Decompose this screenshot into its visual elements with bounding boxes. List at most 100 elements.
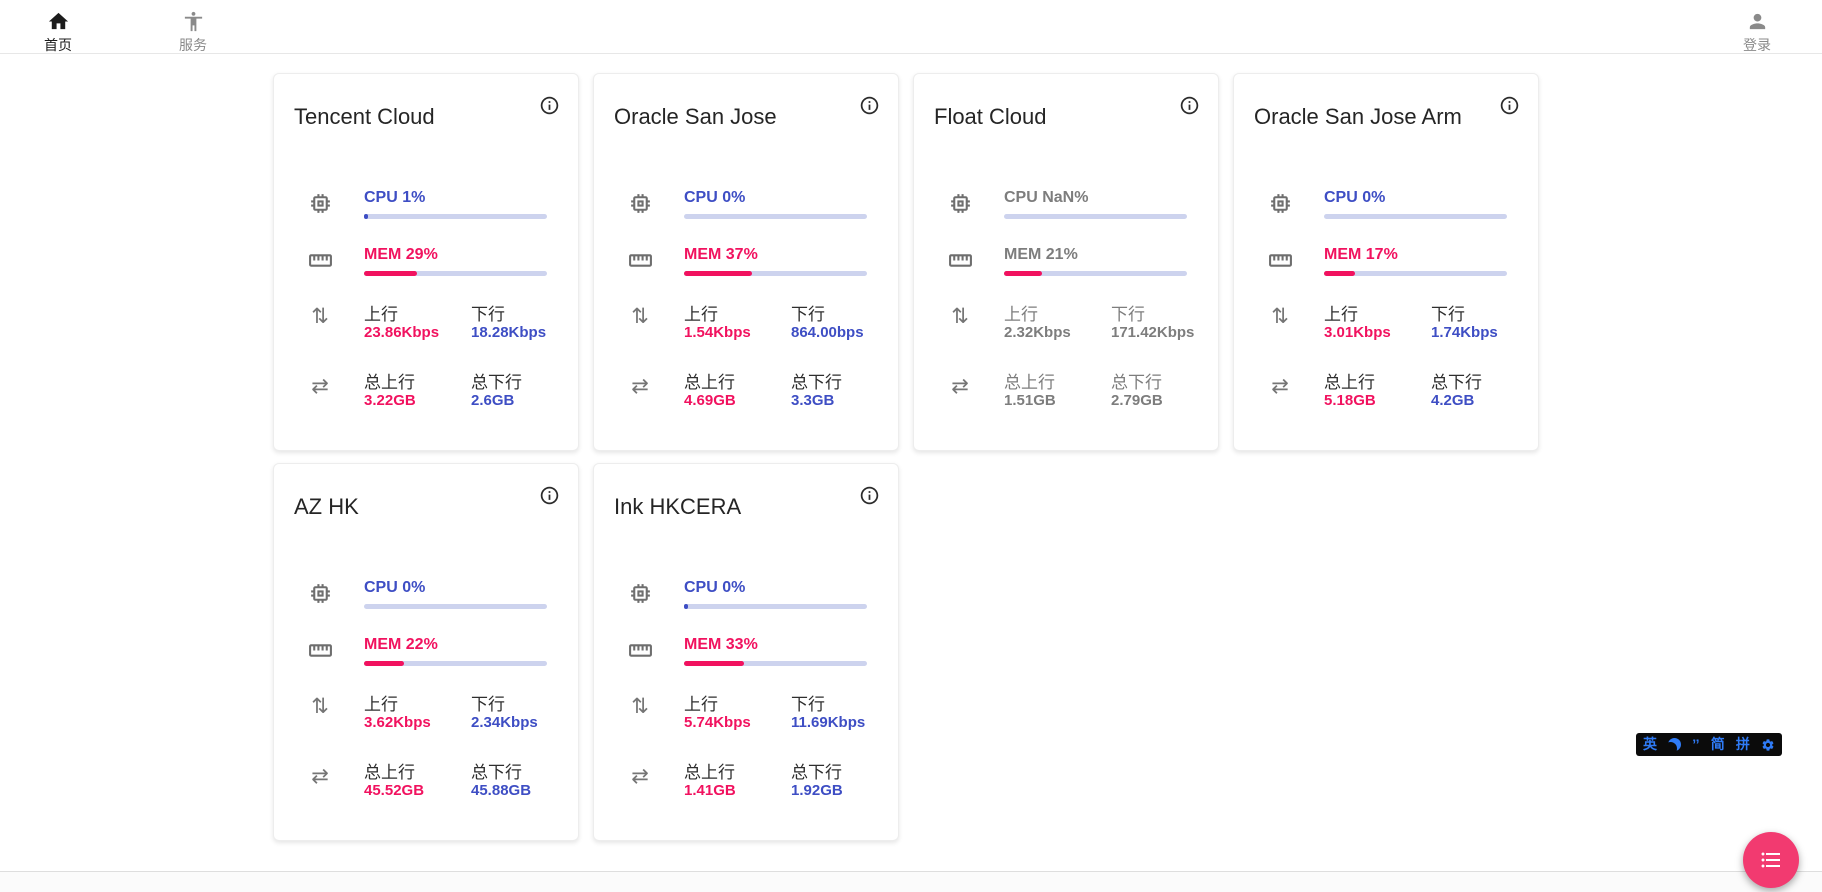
download-speed-value: 1.74Kbps	[1431, 324, 1498, 341]
server-card: Oracle San Jose Arm CPU 0% MEM 17% ⇅ 上行 …	[1233, 73, 1539, 451]
upload-speed-value: 3.01Kbps	[1324, 324, 1391, 341]
left-right-arrows-icon: ⇄	[311, 764, 329, 788]
mem-usage-label: MEM 21%	[1004, 246, 1078, 263]
mem-bar-fill	[364, 661, 405, 666]
home-icon	[48, 12, 68, 30]
total-download-value: 1.92GB	[791, 782, 843, 799]
total-download-value: 4.2GB	[1431, 392, 1475, 409]
ime-punctuation-toggle[interactable]: ’’	[1692, 736, 1700, 752]
upload-label: 上行	[1324, 305, 1358, 324]
footer-divider	[0, 871, 1822, 892]
left-right-arrows-icon: ⇄	[951, 374, 969, 398]
info-circle-icon	[540, 486, 559, 505]
up-down-arrows-icon: ⇅	[1271, 304, 1289, 328]
info-button[interactable]	[1179, 95, 1200, 116]
info-circle-icon	[540, 96, 559, 115]
ruler-icon	[947, 248, 973, 278]
cpu-bar-fill	[364, 214, 368, 219]
mem-usage-label: MEM 17%	[1324, 246, 1398, 263]
chip-icon	[627, 191, 653, 221]
upload-label: 上行	[364, 305, 398, 324]
info-button[interactable]	[1499, 95, 1520, 116]
crescent-moon-icon[interactable]	[1668, 738, 1681, 751]
info-button[interactable]	[859, 485, 880, 506]
total-download-label: 总下行	[471, 763, 522, 782]
total-upload-value: 1.41GB	[684, 782, 736, 799]
mem-bar-fill	[1324, 271, 1356, 276]
total-download-label: 总下行	[471, 373, 522, 392]
cpu-progress-bar	[364, 604, 547, 609]
gear-icon[interactable]	[1761, 738, 1775, 752]
mem-progress-bar	[364, 271, 547, 276]
up-down-arrows-icon: ⇅	[311, 694, 329, 718]
total-download-value: 2.6GB	[471, 392, 515, 409]
ime-input-method[interactable]: 拼	[1735, 736, 1750, 752]
download-speed-value: 18.28Kbps	[471, 324, 547, 341]
server-name: Tencent Cloud	[294, 104, 435, 129]
info-button[interactable]	[539, 95, 560, 116]
chip-icon	[307, 191, 333, 221]
nav-item-services[interactable]: 服务	[148, 10, 238, 55]
total-upload-value: 3.22GB	[364, 392, 416, 409]
total-upload-label: 总上行	[1004, 373, 1055, 392]
nav-home-label: 首页	[44, 37, 72, 53]
ime-language-toggle[interactable]: 英	[1643, 736, 1657, 752]
server-card: Tencent Cloud CPU 1% MEM 29% ⇅ 上行 下行 23.…	[273, 73, 579, 451]
left-right-arrows-icon: ⇄	[631, 374, 649, 398]
nav-item-home[interactable]: 首页	[13, 10, 103, 55]
total-upload-label: 总上行	[684, 763, 735, 782]
server-list-fab[interactable]	[1743, 832, 1799, 888]
chip-icon	[947, 191, 973, 221]
total-download-label: 总下行	[1111, 373, 1162, 392]
chip-icon	[1267, 191, 1293, 221]
total-download-value: 45.88GB	[471, 782, 532, 799]
ruler-icon	[1267, 248, 1293, 278]
bulleted-list-icon	[1761, 852, 1780, 868]
left-right-arrows-icon: ⇄	[631, 764, 649, 788]
download-speed-value: 2.34Kbps	[471, 714, 538, 731]
server-name: Oracle San Jose	[614, 104, 777, 129]
upload-speed-value: 3.62Kbps	[364, 714, 431, 731]
ruler-icon	[627, 638, 653, 668]
total-upload-value: 5.18GB	[1324, 392, 1376, 409]
top-navbar: 首页 服务 登录	[0, 0, 1822, 54]
total-upload-label: 总上行	[364, 373, 415, 392]
server-name: Ink HKCERA	[614, 494, 742, 519]
info-circle-icon	[1180, 96, 1199, 115]
server-card: Float Cloud CPU NaN% MEM 21% ⇅ 上行 下行 2.3…	[913, 73, 1219, 451]
info-circle-icon	[860, 486, 879, 505]
mem-usage-label: MEM 29%	[364, 246, 438, 263]
accessibility-person-icon	[184, 11, 202, 32]
total-upload-label: 总上行	[1324, 373, 1375, 392]
ruler-icon	[627, 248, 653, 278]
ime-charset-toggle[interactable]: 简	[1710, 736, 1725, 752]
cpu-progress-bar	[684, 214, 867, 219]
download-label: 下行	[791, 305, 825, 324]
mem-bar-fill	[1004, 271, 1043, 276]
nav-services-label: 服务	[179, 37, 207, 53]
download-label: 下行	[471, 305, 505, 324]
up-down-arrows-icon: ⇅	[951, 304, 969, 328]
download-speed-value: 171.42Kbps	[1111, 324, 1195, 341]
download-label: 下行	[471, 695, 505, 714]
nav-item-login[interactable]: 登录	[1712, 10, 1802, 55]
mem-progress-bar	[684, 271, 867, 276]
cpu-bar-fill	[684, 604, 688, 609]
mem-bar-fill	[364, 271, 418, 276]
server-name: Oracle San Jose Arm	[1254, 104, 1462, 129]
cpu-progress-bar	[364, 214, 547, 219]
mem-usage-label: MEM 37%	[684, 246, 758, 263]
info-button[interactable]	[859, 95, 880, 116]
info-button[interactable]	[539, 485, 560, 506]
upload-speed-value: 5.74Kbps	[684, 714, 751, 731]
ime-status-bar: 英 ’’ 简 拼	[1636, 733, 1782, 756]
download-label: 下行	[1431, 305, 1465, 324]
info-circle-icon	[1500, 96, 1519, 115]
ruler-icon	[307, 248, 333, 278]
total-upload-value: 4.69GB	[684, 392, 736, 409]
cpu-progress-bar	[684, 604, 867, 609]
upload-label: 上行	[684, 695, 718, 714]
total-upload-label: 总上行	[684, 373, 735, 392]
cpu-usage-label: CPU 0%	[1324, 189, 1386, 206]
info-circle-icon	[860, 96, 879, 115]
